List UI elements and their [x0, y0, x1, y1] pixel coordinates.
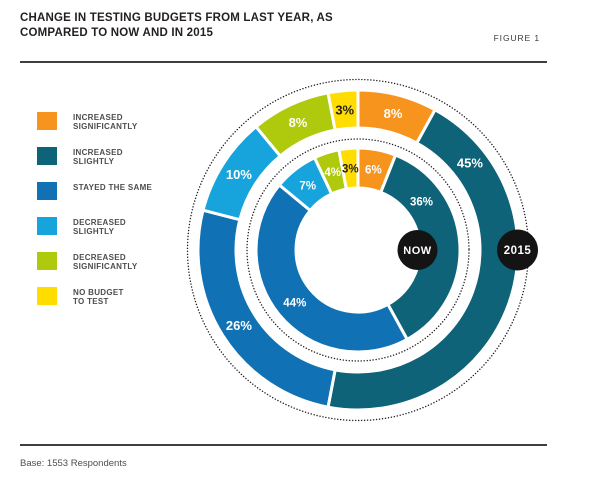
value-label-2015-increased-slightly: 45% — [457, 155, 483, 170]
legend-label: STAYED THE SAME — [73, 183, 153, 192]
legend-item-stayed-the-same: STAYED THE SAME — [37, 182, 152, 217]
value-label-2015-increased-significantly: 8% — [384, 106, 403, 121]
dotted-outline-2015 — [186, 78, 530, 422]
legend-swatch-decreased-slightly — [37, 217, 57, 235]
value-label-now-increased-slightly: 36% — [410, 196, 433, 208]
value-label-now-decreased-slightly: 7% — [299, 180, 316, 192]
legend: INCREASED SIGNIFICANTLY INCREASED SLIGHT… — [37, 112, 152, 322]
legend-label: INCREASED SIGNIFICANTLY — [73, 113, 138, 132]
legend-swatch-decreased-significantly — [37, 252, 57, 270]
ring-badge-label-now: NOW — [403, 245, 432, 257]
top-divider — [20, 61, 547, 63]
legend-swatch-increased-slightly — [37, 147, 57, 165]
segment-2015-no-budget-to-test — [326, 88, 360, 132]
value-label-2015-stayed-the-same: 26% — [226, 318, 252, 333]
value-label-now-decreased-significantly: 4% — [324, 167, 341, 179]
value-label-2015-no-budget-to-test: 3% — [335, 102, 354, 117]
bottom-divider — [20, 444, 547, 446]
ring-badge-label-2015: 2015 — [504, 245, 532, 257]
dotted-outline-now — [246, 138, 470, 362]
legend-item-decreased-significantly: DECREASED SIGNIFICANTLY — [37, 252, 152, 287]
segment-2015-increased-slightly — [326, 108, 520, 412]
legend-label: NO BUDGET TO TEST — [73, 288, 124, 307]
legend-label: INCREASED SLIGHTLY — [73, 148, 123, 167]
legend-swatch-stayed-the-same — [37, 182, 57, 200]
legend-item-no-budget-to-test: NO BUDGET TO TEST — [37, 287, 152, 322]
legend-item-increased-slightly: INCREASED SLIGHTLY — [37, 147, 152, 182]
segment-now-stayed-the-same — [254, 183, 409, 354]
ring-badge-2015 — [497, 229, 538, 271]
value-label-2015-decreased-slightly: 10% — [226, 167, 252, 182]
figure-label: FIGURE 1 — [493, 33, 540, 43]
legend-label: DECREASED SIGNIFICANTLY — [73, 253, 138, 272]
value-label-2015-decreased-significantly: 8% — [289, 115, 308, 130]
value-label-now-increased-significantly: 6% — [365, 165, 382, 177]
legend-swatch-no-budget-to-test — [37, 287, 57, 305]
value-label-now-stayed-the-same: 44% — [283, 297, 306, 309]
legend-label: DECREASED SLIGHTLY — [73, 218, 126, 237]
segment-now-no-budget-to-test — [337, 146, 360, 191]
legend-swatch-increased-significantly — [37, 112, 57, 130]
base-note: Base: 1553 Respondents — [20, 458, 127, 469]
chart-title: CHANGE IN TESTING BUDGETS FROM LAST YEAR… — [20, 12, 333, 40]
ring-badge-now — [397, 230, 438, 270]
value-label-now-no-budget-to-test: 3% — [342, 164, 359, 176]
legend-item-increased-significantly: INCREASED SIGNIFICANTLY — [37, 112, 152, 147]
legend-item-decreased-slightly: DECREASED SLIGHTLY — [37, 217, 152, 252]
